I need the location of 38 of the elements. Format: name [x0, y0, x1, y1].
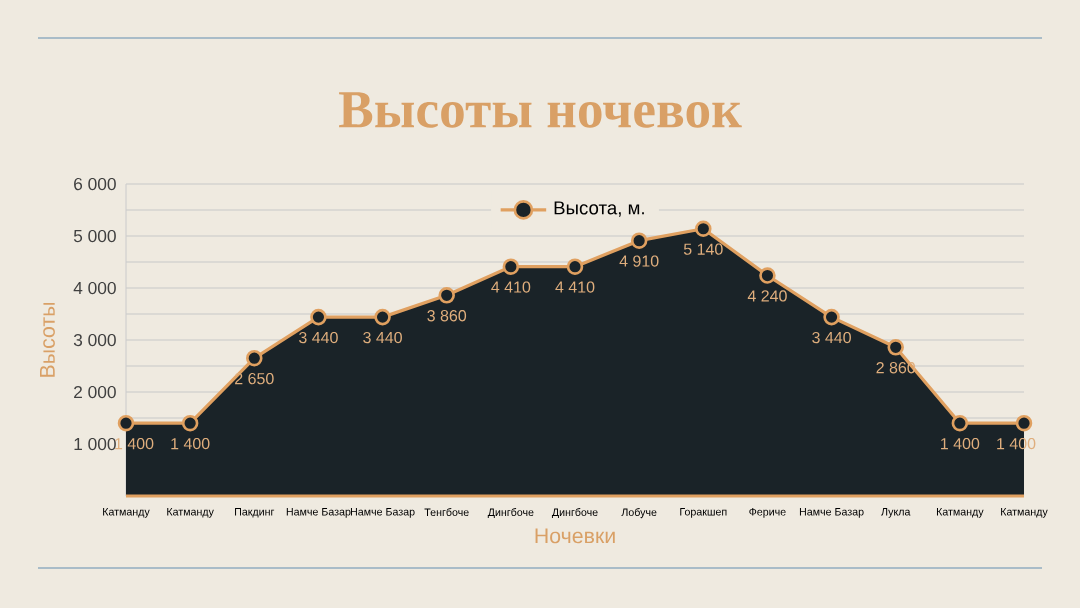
- point: [887, 339, 904, 356]
- y-tick-label: 3 000: [73, 333, 116, 347]
- data-label: 3 860: [427, 310, 467, 322]
- data-label: 4 910: [619, 255, 659, 267]
- y-tick-label: 1 000: [74, 437, 116, 451]
- point: [1015, 414, 1033, 432]
- point: [566, 258, 584, 275]
- chart-title: Высоты ночевок: [339, 92, 742, 128]
- data-label: 2 650: [235, 372, 274, 385]
- point: [951, 414, 969, 432]
- x-axis-title: Ночевки: [535, 528, 615, 544]
- data-label: 4 240: [747, 290, 787, 302]
- point: [181, 414, 199, 432]
- y-tick-label: 6 000: [74, 177, 116, 191]
- point: [310, 308, 327, 326]
- point: [695, 220, 712, 237]
- point: [823, 308, 840, 326]
- legend-label: Высота, м.: [554, 201, 644, 217]
- point: [759, 267, 776, 284]
- data-label: 3 440: [363, 331, 402, 344]
- point: [502, 258, 520, 275]
- point: [374, 308, 391, 326]
- data-label: 1 400: [171, 437, 210, 450]
- point: [117, 414, 135, 432]
- data-label: 4 410: [491, 281, 531, 293]
- y-tick-label: 5 000: [73, 229, 116, 243]
- data-label: 3 440: [299, 331, 338, 344]
- point: [630, 232, 648, 249]
- data-label: 1 400: [941, 437, 980, 450]
- data-label: 1 400: [115, 437, 154, 450]
- y-tick-label: 4 000: [73, 281, 116, 295]
- data-label: 3 440: [812, 331, 851, 344]
- y-tick-label: 2 000: [74, 385, 116, 399]
- y-axis-title: Высоты: [40, 302, 55, 377]
- data-label: 5 140: [683, 243, 723, 255]
- point: [438, 287, 455, 304]
- data-label: 4 410: [555, 281, 595, 293]
- point: [246, 349, 263, 367]
